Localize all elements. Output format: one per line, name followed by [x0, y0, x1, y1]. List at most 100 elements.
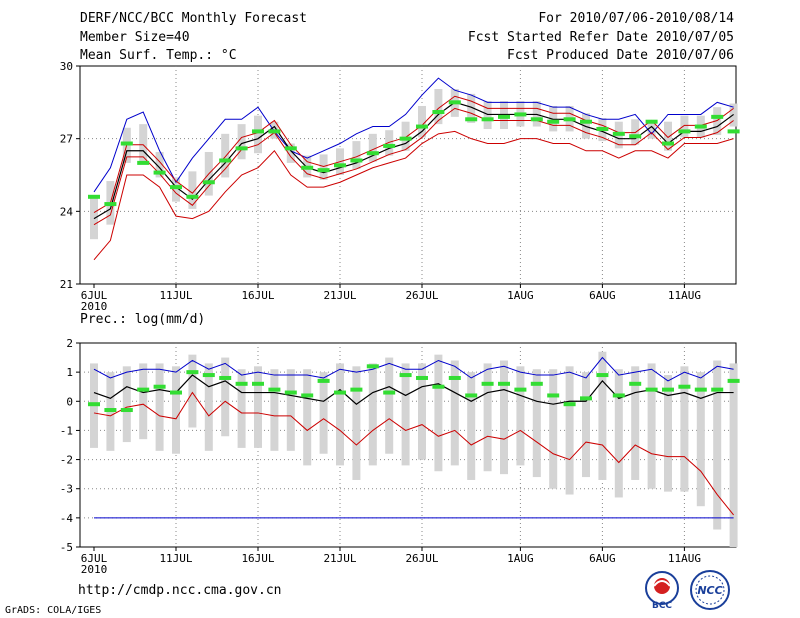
- bcc-logo: BCC: [645, 571, 679, 611]
- prec-spread-bar: [303, 369, 312, 466]
- prec-median-marker: [547, 393, 560, 398]
- prec-spread-bar: [418, 363, 426, 460]
- temp-y-tick-label: 27: [60, 133, 73, 146]
- prec-median-marker: [235, 381, 248, 386]
- temp-median-marker: [399, 136, 412, 141]
- prec-spread-bar: [385, 357, 394, 454]
- prec-y-tick-label: -4: [60, 512, 74, 525]
- prec-spread-bar: [598, 351, 607, 480]
- temp-spread-bar: [368, 133, 377, 162]
- prec-median-marker: [268, 387, 281, 392]
- temp-spread-bar: [319, 154, 328, 180]
- prec-spread-bar: [483, 363, 492, 472]
- temp-spread-bar: [172, 177, 180, 202]
- prec-spread-bar: [631, 366, 640, 480]
- prec-spread-bar: [401, 363, 410, 466]
- prec-median-marker: [481, 381, 494, 386]
- prec-spread-bar: [368, 363, 377, 466]
- temp-median-marker: [662, 141, 674, 146]
- temp-x-tick-label: 6JUL: [81, 289, 108, 302]
- prec-median-marker: [120, 408, 133, 413]
- prec-median-marker: [727, 378, 740, 383]
- temp-median-marker: [170, 185, 182, 190]
- prec-median-marker: [202, 373, 215, 378]
- bcc-logo-text: BCC: [652, 601, 672, 611]
- prec-x-tick-label: 11JUL: [159, 552, 192, 565]
- prec-median-marker: [284, 390, 297, 395]
- prec-median-marker: [629, 381, 642, 386]
- prec-spread-bar: [664, 375, 672, 492]
- prec-median-marker: [366, 364, 379, 369]
- prec-x-tick-label: 6AUG: [589, 552, 616, 565]
- prec-x-tick-label: 1AUG: [507, 552, 534, 565]
- prec-spread-bar: [549, 369, 558, 489]
- temp-x-tick-label: 11AUG: [668, 289, 701, 302]
- temp-spread-bar: [434, 89, 443, 125]
- temp-median-marker: [596, 126, 609, 131]
- prec-median-marker: [252, 381, 264, 386]
- prec-spread-bar: [713, 360, 722, 530]
- temp-median-marker: [727, 129, 740, 134]
- temp-median-marker: [235, 146, 248, 151]
- prec-spread-bar: [434, 354, 443, 472]
- temp-spread-bar: [532, 101, 541, 127]
- prec-spread-bar: [155, 363, 164, 451]
- prec-median-marker: [432, 384, 445, 389]
- prec-median-marker: [645, 387, 658, 392]
- temp-spread-bar: [188, 171, 197, 209]
- temp-median-marker: [629, 134, 642, 139]
- prec-spread-bar: [516, 366, 525, 466]
- source-url[interactable]: http://cmdp.ncc.cma.gov.cn: [78, 583, 282, 598]
- temp-median-marker: [514, 112, 527, 117]
- forecast-started-date: Fcst Started Refer Date 2010/07/05: [467, 30, 734, 45]
- temp-median-marker: [153, 170, 166, 175]
- temp-spread-bar: [713, 107, 722, 136]
- prec-spread-bar: [680, 366, 689, 492]
- temp-spread-bar: [352, 141, 361, 169]
- prec-spread-bar: [352, 366, 361, 480]
- temp-median-marker: [202, 180, 215, 185]
- temp-lower-quartile-line: [93, 107, 734, 226]
- temp-spread-bar: [664, 121, 672, 151]
- temp-min-line: [93, 130, 734, 261]
- temp-median-marker: [186, 194, 199, 199]
- temp-median-marker: [252, 129, 264, 134]
- temp-x-tick-label: 16JUL: [241, 289, 274, 302]
- prec-x-year-label: 2010: [81, 563, 108, 576]
- temp-spread-bar: [483, 101, 492, 129]
- temp-median-marker: [711, 114, 724, 119]
- temp-median-marker: [432, 110, 445, 115]
- temp-median-marker: [465, 117, 478, 122]
- prec-y-tick-label: -2: [60, 454, 73, 467]
- temp-median-marker: [284, 146, 297, 151]
- prec-median-marker: [170, 390, 182, 395]
- prec-median-marker: [186, 370, 199, 375]
- temp-median-marker: [120, 141, 133, 146]
- prec-median-marker: [137, 387, 150, 392]
- temp-median-marker: [104, 202, 117, 207]
- temp-median-marker: [366, 151, 379, 156]
- prec-median-marker: [153, 384, 166, 389]
- temp-median-marker: [678, 129, 691, 134]
- prec-median-marker: [88, 402, 100, 407]
- prec-median-marker: [498, 381, 510, 386]
- temp-spread-bar: [647, 122, 656, 139]
- prec-y-tick-label: 1: [66, 366, 73, 379]
- prec-spread-bar: [467, 372, 476, 480]
- prec-mean-line: [93, 374, 734, 405]
- prec-spread-bar: [582, 372, 590, 478]
- temp-spread-bar: [385, 130, 394, 156]
- forecast-produced-date: Fcst Produced Date 2010/07/06: [507, 48, 734, 63]
- prec-spread-bar: [122, 366, 131, 443]
- prec-spread-bar: [254, 366, 262, 448]
- temp-median-marker: [448, 100, 461, 105]
- temp-median-marker: [137, 160, 150, 165]
- prec-spread-bar: [696, 372, 705, 507]
- prec-spread-bar: [139, 363, 148, 440]
- temp-x-year-label: 2010: [81, 300, 108, 313]
- temp-y-tick-label: 30: [60, 60, 73, 73]
- prec-spread-bar: [532, 369, 541, 478]
- prec-y-tick-label: 0: [66, 395, 73, 408]
